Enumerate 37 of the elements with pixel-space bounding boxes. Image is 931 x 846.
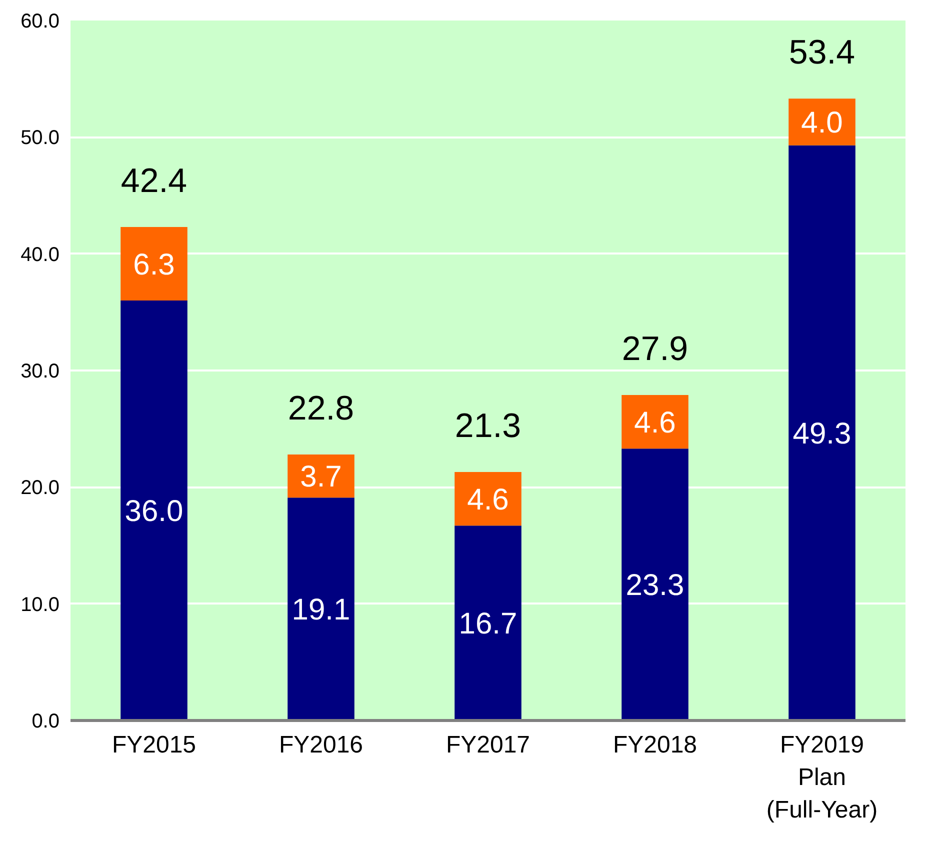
bar xyxy=(622,395,688,449)
total-label: 53.4 xyxy=(788,34,856,72)
bar xyxy=(622,448,688,720)
total-label: 22.8 xyxy=(288,390,354,428)
data-label: 36.0 xyxy=(124,495,184,528)
y-tick-label: 30.0 xyxy=(20,360,60,382)
bar xyxy=(288,454,354,498)
data-label: 23.3 xyxy=(626,569,684,602)
data-label: 4.0 xyxy=(801,106,843,140)
bar xyxy=(454,526,522,720)
bar xyxy=(120,227,188,300)
data-label: 19.1 xyxy=(292,594,350,627)
y-tick-label: 20.0 xyxy=(20,477,60,500)
x-tick-label: FY2019 Plan (Full-Year) xyxy=(766,732,878,824)
data-label: 4.6 xyxy=(634,406,676,440)
total-label: 21.3 xyxy=(454,407,522,445)
x-tick-label: FY2017 xyxy=(446,732,530,758)
y-tick-label: 50.0 xyxy=(20,127,60,150)
x-tick-label: FY2016 xyxy=(278,732,364,758)
data-label: 4.6 xyxy=(467,483,509,516)
bar xyxy=(788,98,856,146)
y-tick-label: 10.0 xyxy=(20,594,60,616)
bar xyxy=(454,472,522,526)
bar xyxy=(788,145,856,720)
x-tick-label: FY2015 xyxy=(112,732,196,758)
data-label: 49.3 xyxy=(792,417,852,450)
y-tick-label: 0.0 xyxy=(32,710,60,732)
y-tick-label: 60.0 xyxy=(20,10,60,32)
total-label: 27.9 xyxy=(622,330,688,368)
bar xyxy=(288,498,354,720)
total-label: 42.4 xyxy=(120,162,188,200)
data-label: 16.7 xyxy=(458,608,518,641)
bar xyxy=(120,300,188,720)
data-label: 6.3 xyxy=(133,248,175,282)
y-tick-label: 40.0 xyxy=(20,244,60,266)
data-label: 3.7 xyxy=(300,460,342,494)
x-tick-label: FY2018 xyxy=(612,732,698,758)
